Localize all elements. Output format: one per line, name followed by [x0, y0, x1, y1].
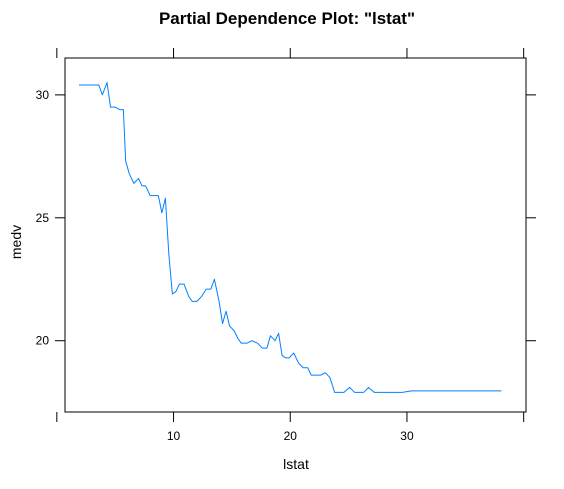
plot-area-frame — [64, 57, 527, 413]
x-tick-label: 30 — [400, 429, 414, 443]
y-tick-label: 25 — [36, 211, 50, 225]
x-axis: 10 20 30 — [56, 48, 525, 443]
x-axis-label: lstat — [283, 456, 309, 472]
y-tick-label: 20 — [36, 334, 50, 348]
y-tick-label: 30 — [36, 88, 50, 102]
y-axis: 20 25 30 — [36, 88, 536, 348]
x-tick-label: 10 — [167, 429, 181, 443]
x-tick-label: 20 — [284, 429, 298, 443]
series-line — [79, 82, 502, 393]
y-axis-label: medv — [8, 225, 24, 259]
series-layer — [79, 82, 502, 393]
chart-title: Partial Dependence Plot: "lstat" — [159, 9, 415, 28]
